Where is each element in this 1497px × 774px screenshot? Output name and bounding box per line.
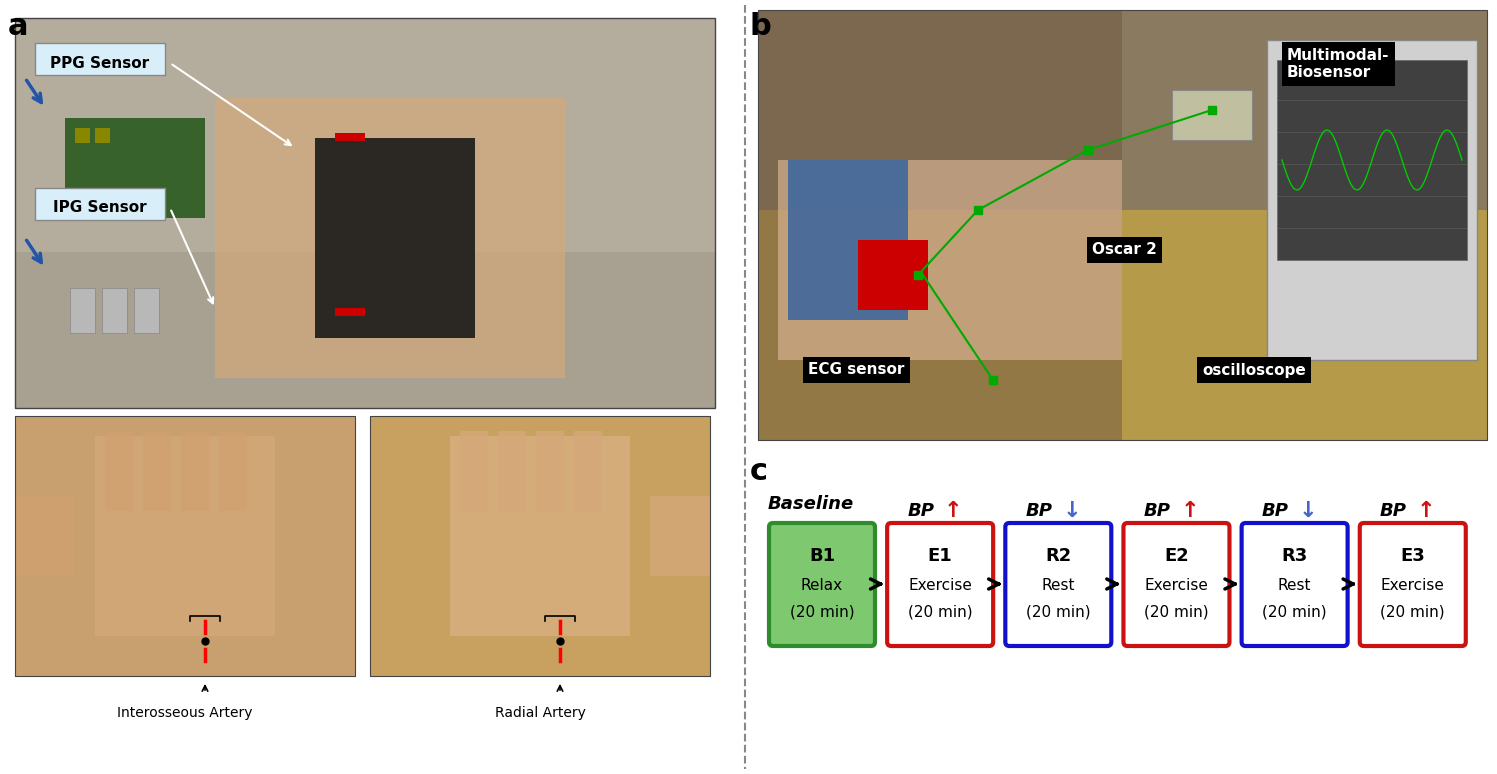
FancyBboxPatch shape <box>888 523 993 646</box>
Bar <box>219 431 247 511</box>
Text: IPG Sensor: IPG Sensor <box>54 200 147 215</box>
Text: (20 min): (20 min) <box>1380 604 1445 619</box>
Text: a: a <box>7 12 28 41</box>
Text: ↑: ↑ <box>1181 501 1199 521</box>
Text: R3: R3 <box>1281 547 1308 565</box>
Bar <box>650 496 710 576</box>
Text: Exercise: Exercise <box>1380 578 1445 594</box>
Bar <box>105 431 133 511</box>
Text: (20 min): (20 min) <box>790 604 855 619</box>
Bar <box>1172 90 1251 140</box>
Text: (20 min): (20 min) <box>1025 604 1091 619</box>
Bar <box>144 431 171 511</box>
Text: BP: BP <box>1144 502 1171 520</box>
Text: BP: BP <box>1025 502 1052 520</box>
Bar <box>1277 60 1467 260</box>
Bar <box>75 128 90 143</box>
Bar <box>370 416 710 676</box>
FancyBboxPatch shape <box>1241 523 1347 646</box>
Bar <box>15 18 716 408</box>
FancyBboxPatch shape <box>769 523 876 646</box>
Text: Oscar 2: Oscar 2 <box>1091 242 1157 258</box>
Bar <box>536 431 564 511</box>
Bar <box>573 431 602 511</box>
Bar <box>757 10 1487 440</box>
Text: Radial Artery: Radial Artery <box>494 706 585 720</box>
Bar <box>451 436 630 636</box>
Bar <box>15 496 75 576</box>
Text: ↓: ↓ <box>1298 501 1317 521</box>
Bar <box>15 416 355 676</box>
Text: Exercise: Exercise <box>1145 578 1208 594</box>
Text: ↑: ↑ <box>945 501 963 521</box>
Bar <box>335 308 365 316</box>
Text: Relax: Relax <box>801 578 843 594</box>
Text: c: c <box>750 457 768 486</box>
Text: BP: BP <box>1262 502 1289 520</box>
Bar <box>314 138 475 338</box>
FancyBboxPatch shape <box>1359 523 1466 646</box>
Bar <box>102 288 127 333</box>
Bar <box>181 431 210 511</box>
Bar <box>34 43 165 75</box>
Bar <box>70 288 94 333</box>
Text: B1: B1 <box>808 547 835 565</box>
FancyBboxPatch shape <box>1006 523 1111 646</box>
Text: ↓: ↓ <box>1063 501 1081 521</box>
Bar <box>499 431 525 511</box>
Bar <box>757 210 1487 440</box>
Text: Rest: Rest <box>1278 578 1311 594</box>
FancyBboxPatch shape <box>1123 523 1229 646</box>
Text: ↑: ↑ <box>1416 501 1436 521</box>
Text: (20 min): (20 min) <box>907 604 973 619</box>
Bar <box>216 98 564 378</box>
Text: (20 min): (20 min) <box>1262 604 1326 619</box>
Bar <box>34 188 165 220</box>
Bar <box>15 18 716 408</box>
Bar <box>757 10 1487 440</box>
Bar <box>787 160 909 320</box>
Text: R2: R2 <box>1045 547 1072 565</box>
Bar <box>778 160 1121 360</box>
Bar <box>15 18 716 252</box>
Text: BP: BP <box>907 502 934 520</box>
Bar <box>757 10 1121 440</box>
Text: E3: E3 <box>1400 547 1425 565</box>
Text: Interosseous Artery: Interosseous Artery <box>117 706 253 720</box>
Text: BP: BP <box>1380 502 1407 520</box>
Text: b: b <box>750 12 772 41</box>
Bar <box>94 128 109 143</box>
Bar <box>64 118 205 218</box>
Bar <box>370 416 710 676</box>
Bar <box>94 436 275 636</box>
Text: E2: E2 <box>1165 547 1189 565</box>
Bar <box>460 431 488 511</box>
Bar <box>1266 40 1478 360</box>
Text: Baseline: Baseline <box>768 495 855 513</box>
Text: Multimodal-
Biosensor: Multimodal- Biosensor <box>1287 48 1389 80</box>
Bar <box>135 288 159 333</box>
Text: Exercise: Exercise <box>909 578 972 594</box>
Bar <box>335 133 365 141</box>
Text: Rest: Rest <box>1042 578 1075 594</box>
Text: (20 min): (20 min) <box>1144 604 1208 619</box>
Text: E1: E1 <box>928 547 952 565</box>
Bar <box>15 416 355 676</box>
Bar <box>858 240 928 310</box>
Text: ECG sensor: ECG sensor <box>808 362 904 378</box>
Text: oscilloscope: oscilloscope <box>1202 362 1305 378</box>
Text: PPG Sensor: PPG Sensor <box>51 56 150 70</box>
